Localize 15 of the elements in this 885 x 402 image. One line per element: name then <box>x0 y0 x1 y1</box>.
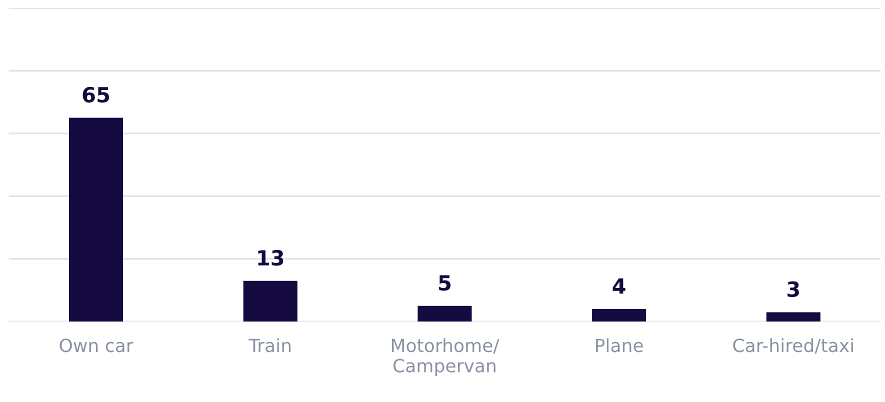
bar <box>243 280 298 322</box>
x-tick-label: Motorhome/ Campervan <box>392 338 500 376</box>
x-tick-label: Own car <box>60 338 134 352</box>
data-label: 65 <box>82 86 110 103</box>
data-label: 13 <box>258 250 284 266</box>
bar <box>766 312 820 322</box>
x-tick-label: Plane <box>596 338 643 352</box>
x-tick-label: Car-hired/taxi <box>733 338 853 354</box>
data-label: 5 <box>439 275 451 291</box>
data-label: 3 <box>788 281 799 298</box>
data-label: 4 <box>612 278 626 294</box>
x-tick-label: Train <box>248 338 290 352</box>
bar <box>69 118 124 322</box>
bar <box>592 309 646 322</box>
bar <box>418 306 472 322</box>
